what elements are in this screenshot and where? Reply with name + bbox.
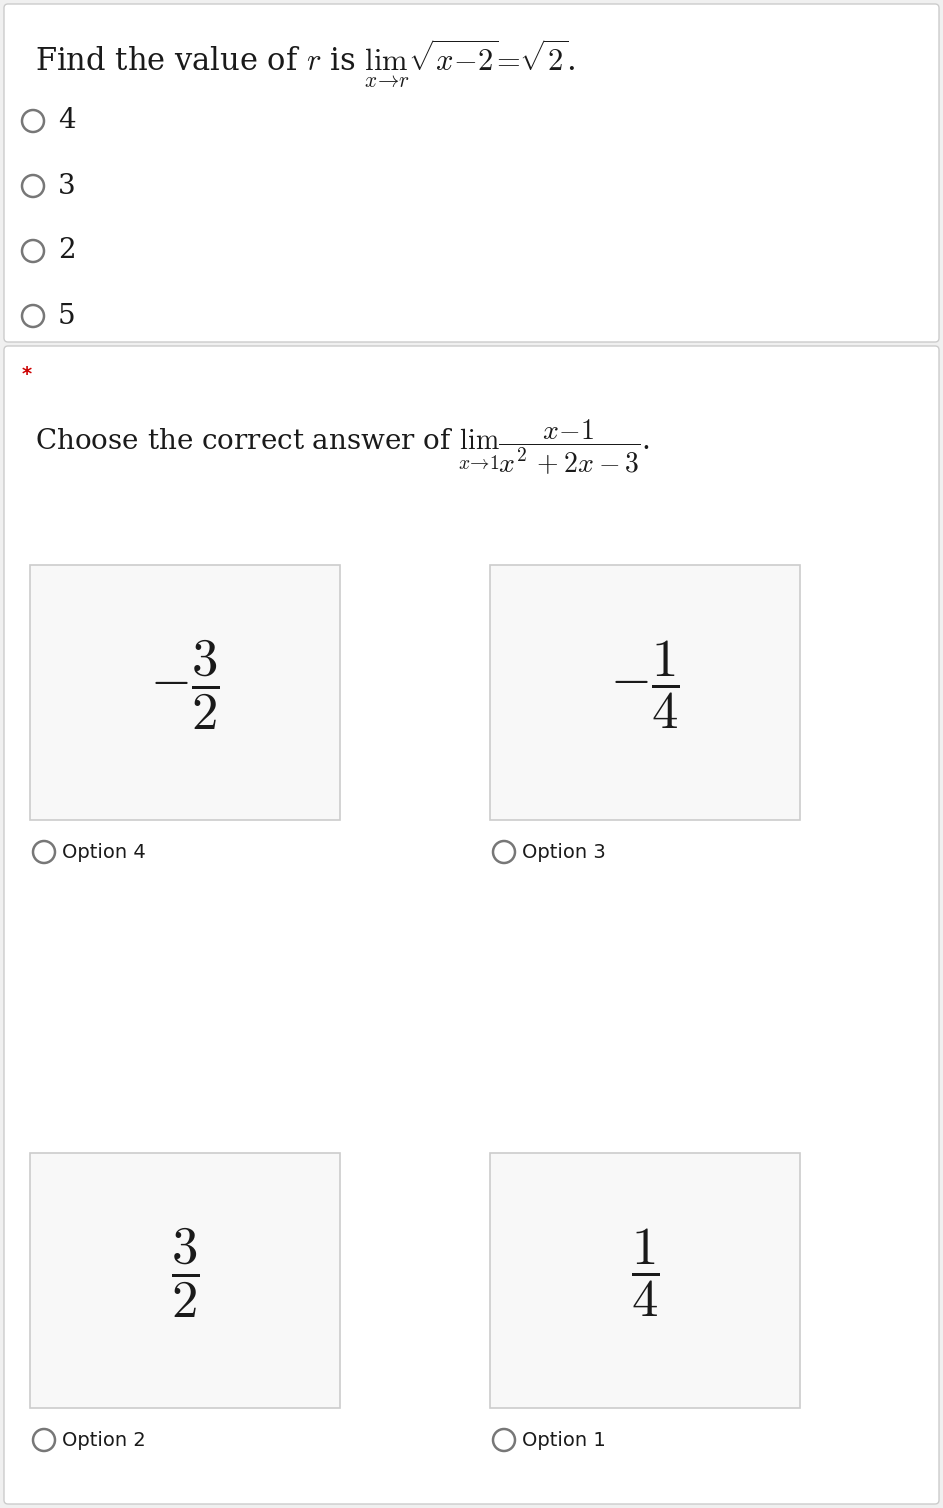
Text: 2: 2: [58, 237, 75, 264]
FancyBboxPatch shape: [4, 345, 939, 1503]
Text: $-\dfrac{3}{2}$: $-\dfrac{3}{2}$: [150, 638, 220, 731]
Text: Option 2: Option 2: [62, 1431, 146, 1449]
Text: Find the value of $r$ is $\lim_{x \to r}\sqrt{x-2} = \sqrt{2}$.: Find the value of $r$ is $\lim_{x \to r}…: [35, 38, 575, 89]
Text: Option 4: Option 4: [62, 843, 146, 861]
Text: Option 1: Option 1: [522, 1431, 605, 1449]
Text: *: *: [22, 365, 32, 385]
Text: $-\dfrac{1}{4}$: $-\dfrac{1}{4}$: [610, 638, 680, 731]
Text: $\dfrac{3}{2}$: $\dfrac{3}{2}$: [171, 1226, 199, 1320]
Text: 3: 3: [58, 172, 75, 199]
FancyBboxPatch shape: [490, 566, 800, 820]
FancyBboxPatch shape: [30, 566, 340, 820]
Text: Choose the correct answer of $\lim_{x \to 1} \dfrac{x-1}{x^2+2x-3}$.: Choose the correct answer of $\lim_{x \t…: [35, 418, 650, 477]
Text: $\dfrac{1}{4}$: $\dfrac{1}{4}$: [631, 1226, 659, 1320]
FancyBboxPatch shape: [4, 5, 939, 342]
Text: 4: 4: [58, 107, 75, 134]
FancyBboxPatch shape: [490, 1154, 800, 1408]
Text: 5: 5: [58, 303, 75, 330]
Text: Option 3: Option 3: [522, 843, 605, 861]
FancyBboxPatch shape: [30, 1154, 340, 1408]
